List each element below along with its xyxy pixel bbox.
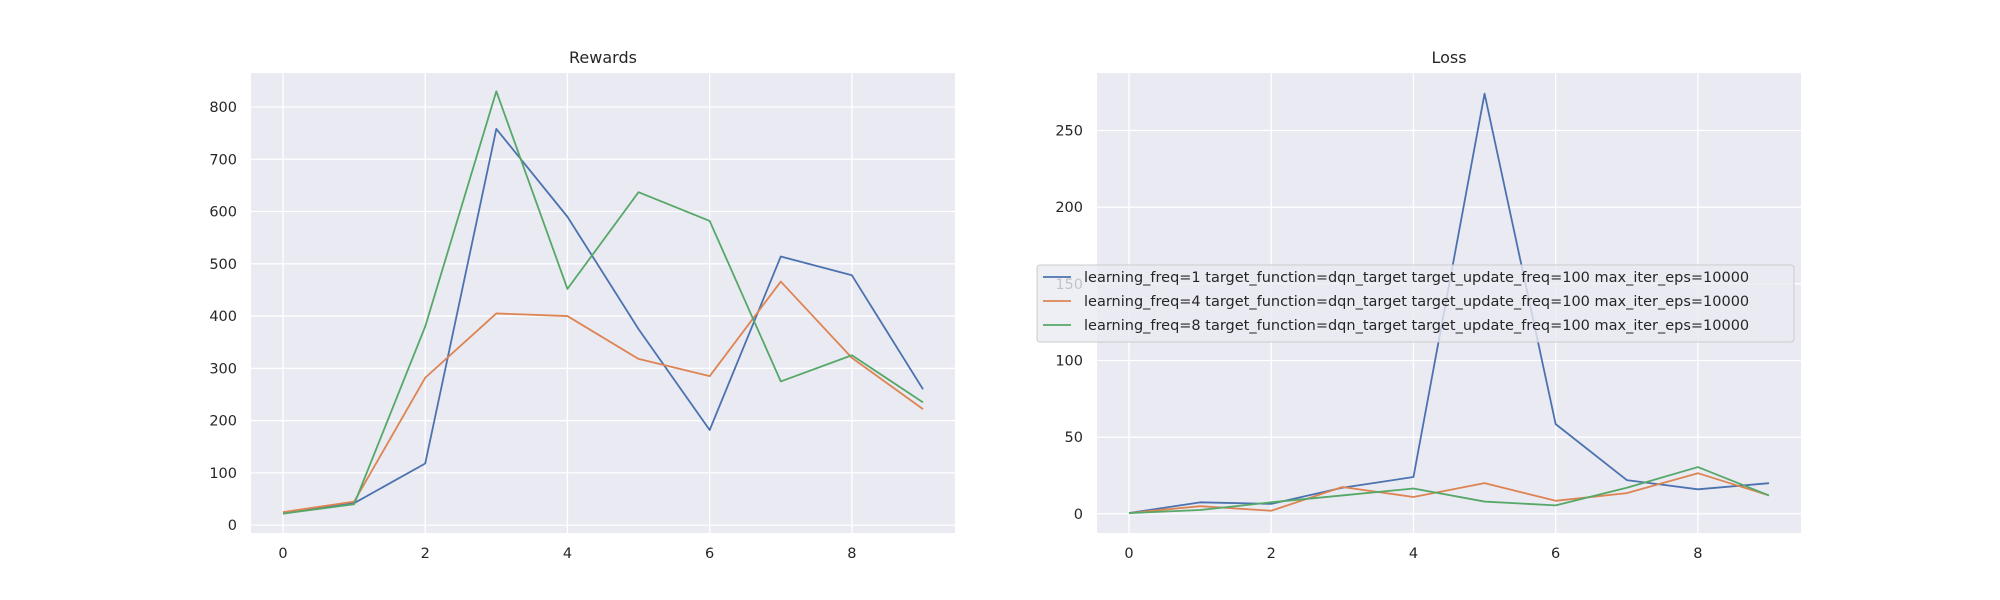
rewards-grid [251, 73, 955, 533]
loss-x-tick-labels: 0 2 4 6 8 [1124, 546, 1702, 562]
loss-y-tick-label: 200 [1055, 200, 1083, 216]
rewards-y-tick-labels: 0 100 200 300 400 500 600 700 800 [209, 100, 237, 534]
rewards-series-2-line [282, 280, 924, 513]
loss-x-tick-label: 6 [1551, 546, 1560, 562]
rewards-y-tick-label: 0 [228, 518, 237, 534]
loss-y-tick-label: 0 [1074, 507, 1083, 523]
loss-chart-title: Loss [1431, 48, 1466, 67]
loss-legend: learning_freq=1 target_function=dqn_targ… [1036, 264, 1795, 343]
loss-x-tick-label: 4 [1409, 546, 1418, 562]
rewards-x-tick-label: 4 [563, 546, 572, 562]
rewards-x-tick-label: 6 [705, 546, 714, 562]
loss-series-3-line [1128, 466, 1770, 514]
rewards-y-tick-label: 700 [209, 152, 237, 168]
loss-y-tick-label: 50 [1065, 430, 1083, 446]
rewards-x-tick-label: 2 [421, 546, 430, 562]
rewards-series-1-line [282, 128, 924, 515]
legend-label-series-1: learning_freq=1 target_function=dqn_targ… [1084, 270, 1749, 286]
rewards-y-tick-label: 500 [209, 257, 237, 273]
rewards-chart: 0 2 4 6 8 0 100 200 300 400 500 600 700 800 Rewards [209, 48, 955, 562]
legend-label-series-3: learning_freq=8 target_function=dqn_targ… [1084, 318, 1749, 334]
loss-series-2-line [1128, 472, 1770, 514]
rewards-y-tick-label: 300 [209, 361, 237, 377]
loss-y-tick-label: 100 [1055, 354, 1083, 370]
rewards-y-tick-label: 400 [209, 309, 237, 325]
rewards-plot-area [251, 73, 955, 533]
legend-label-series-2: learning_freq=4 target_function=dqn_targ… [1084, 294, 1749, 310]
rewards-x-tick-label: 0 [278, 546, 287, 562]
rewards-chart-title: Rewards [569, 48, 637, 67]
rewards-y-tick-label: 100 [209, 466, 237, 482]
rewards-series-3-line [282, 90, 924, 515]
loss-x-tick-label: 0 [1124, 546, 1133, 562]
rewards-y-tick-label: 600 [209, 205, 237, 221]
rewards-x-tick-labels: 0 2 4 6 8 [278, 546, 856, 562]
rewards-y-tick-label: 200 [209, 414, 237, 430]
rewards-x-tick-label: 8 [847, 546, 856, 562]
legend-box [1036, 264, 1795, 343]
loss-y-tick-label: 250 [1055, 124, 1083, 140]
loss-x-tick-label: 8 [1693, 546, 1702, 562]
rewards-y-tick-label: 800 [209, 100, 237, 116]
loss-x-tick-label: 2 [1267, 546, 1276, 562]
rewards-series-lines [282, 90, 924, 515]
